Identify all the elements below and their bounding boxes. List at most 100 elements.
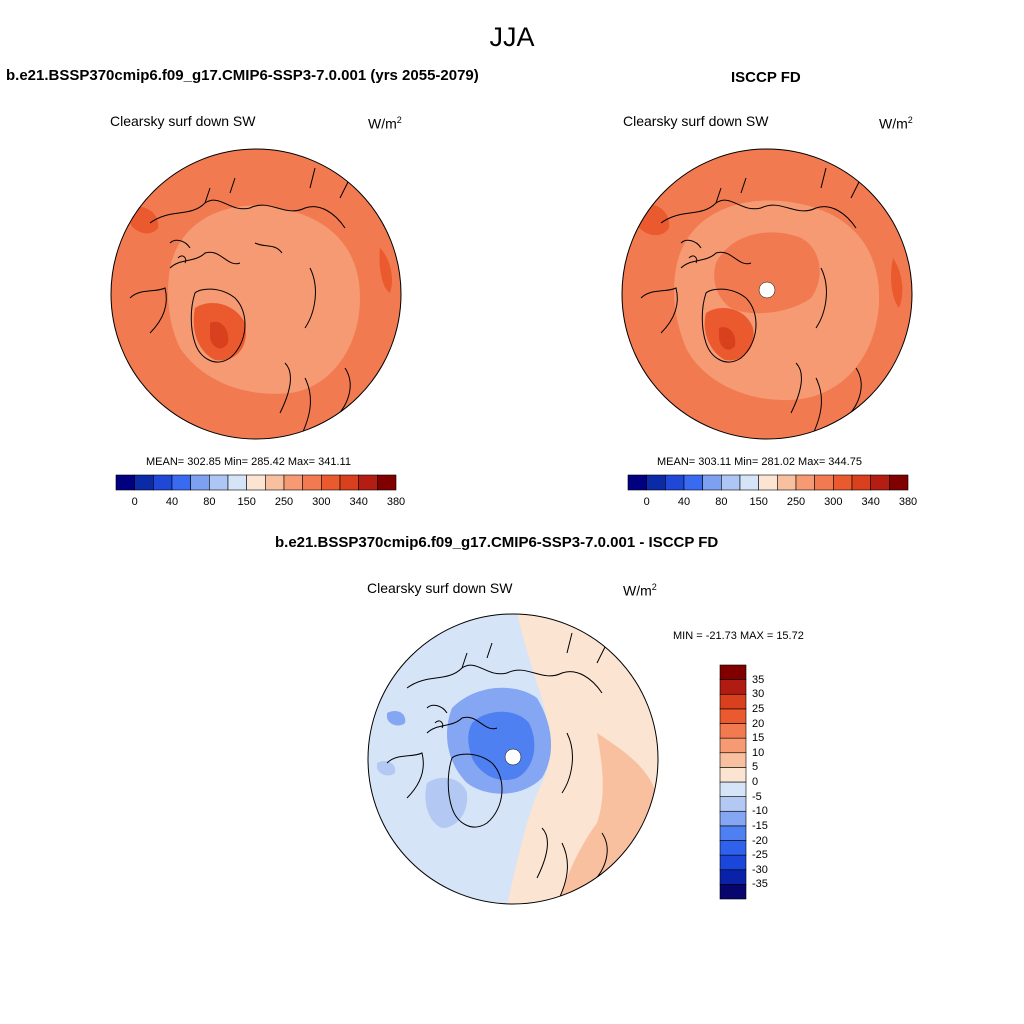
colorbar-tick-label: 300 [824,496,843,508]
colorbar-swatch [358,474,378,491]
colorbar-tick-label: 0 [643,496,650,508]
colorbar-swatch [683,474,703,491]
colorbar-swatch [758,474,778,491]
panel2-colorbar [627,474,909,491]
colorbar-swatch [719,723,747,739]
colorbar-tick-label: 0 [131,496,138,508]
colorbar-swatch [702,474,722,491]
colorbar-swatch [719,796,747,812]
colorbar-swatch [719,810,747,827]
colorbar-tick-label: 250 [786,496,806,508]
colorbar-tick-label: 35 [752,673,765,686]
colorbar-swatch [719,884,747,900]
panel2-polar-map [621,148,913,440]
colorbar-swatch [321,474,341,491]
colorbar-tick-label: -30 [752,863,768,876]
colorbar-swatch [719,752,747,768]
colorbar-tick-label: 25 [752,702,765,715]
panel2-variable-label: Clearsky surf down SW [623,113,769,129]
panel1-units: W/m2 [368,115,402,132]
panel1-polar-map [110,148,402,440]
colorbar-swatch [171,474,191,491]
colorbar-swatch [719,737,747,754]
colorbar-tick-label: 150 [237,496,256,508]
colorbar-swatch [719,825,747,841]
colorbar-tick-label: 380 [898,496,918,508]
colorbar-swatch [719,708,747,724]
colorbar-swatch [719,679,747,695]
colorbar-swatch [870,474,890,491]
colorbar-swatch [339,474,359,491]
colorbar-tick-label: -15 [752,819,768,832]
colorbar-swatch [719,840,747,856]
panel1-colorbar-ticks: 0 40 80 150 250 300 340 380 [116,496,406,510]
colorbar-swatch [719,693,747,710]
panel3-variable-label: Clearsky surf down SW [367,580,513,596]
panel1-title: b.e21.BSSP370cmip6.f09_g17.CMIP6-SSP3-7.… [6,67,479,84]
colorbar-swatch [134,474,154,491]
colorbar-swatch [115,474,135,491]
colorbar-swatch [739,474,759,491]
panel2-map-border [621,148,913,440]
colorbar-swatch [889,474,909,491]
colorbar-tick-label: 30 [752,688,765,701]
colorbar-tick-label: 20 [752,717,765,730]
panel1-variable-label: Clearsky surf down SW [110,113,256,129]
colorbar-swatch [209,474,229,491]
colorbar-swatch [719,869,747,885]
colorbar-swatch [665,474,685,491]
colorbar-tick-label: 40 [677,496,691,508]
colorbar-swatch [246,474,266,491]
colorbar-swatch [265,474,285,491]
colorbar-swatch [719,664,747,680]
panel1-map-border [110,148,402,440]
colorbar-tick-label: -25 [752,849,768,862]
colorbar-swatch [719,767,747,783]
panel1-colorbar [115,474,397,491]
panel2-title: ISCCP FD [731,69,801,86]
colorbar-tick-label: -10 [752,805,768,818]
colorbar-tick-label: 40 [165,496,179,508]
panel3-stats: MIN = -21.73 MAX = 15.72 [673,630,804,642]
colorbar-tick-label: -20 [752,834,768,847]
panel3-units: W/m2 [623,582,657,599]
colorbar-swatch [627,474,647,491]
colorbar-tick-label: 80 [715,496,728,508]
panel3-colorbar-ticks: 35 30 25 20 15 10 5 0 -5 -10 -15 -20 -25 -30 -35 [752,665,792,899]
colorbar-tick-label: 340 [861,496,880,508]
colorbar-swatch [190,474,210,491]
colorbar-tick-label: 250 [274,496,294,508]
colorbar-tick-label: 150 [749,496,768,508]
panel2-units: W/m2 [879,115,913,132]
colorbar-tick-label: -5 [752,790,762,803]
colorbar-swatch [227,474,247,491]
panel2-colorbar-ticks: 0 40 80 150 250 300 340 380 [628,496,918,510]
colorbar-swatch [302,474,322,491]
colorbar-swatch [153,474,173,491]
colorbar-tick-label: 300 [312,496,331,508]
colorbar-swatch [646,474,666,491]
colorbar-tick-label: 0 [752,776,759,788]
colorbar-swatch [719,854,747,871]
panel2-stats: MEAN= 303.11 Min= 281.02 Max= 344.75 [657,456,862,468]
panel3-map-border [367,613,659,905]
colorbar-tick-label: 340 [349,496,368,508]
colorbar-tick-label: -35 [752,878,768,891]
colorbar-tick-label: 10 [752,746,765,759]
panel3-title: b.e21.BSSP370cmip6.f09_g17.CMIP6-SSP3-7.… [275,534,719,551]
colorbar-swatch [814,474,834,491]
colorbar-tick-label: 5 [752,761,759,774]
colorbar-swatch [851,474,871,491]
panel1-stats: MEAN= 302.85 Min= 285.42 Max= 341.11 [146,456,351,468]
colorbar-swatch [719,781,747,797]
colorbar-swatch [777,474,797,491]
colorbar-tick-label: 380 [386,496,406,508]
colorbar-swatch [833,474,853,491]
panel3-polar-map [367,613,659,905]
colorbar-swatch [377,474,397,491]
figure-title: JJA [489,22,535,52]
colorbar-swatch [795,474,815,491]
panel3-colorbar [719,664,747,900]
colorbar-tick-label: 15 [752,732,765,745]
colorbar-swatch [721,474,741,491]
